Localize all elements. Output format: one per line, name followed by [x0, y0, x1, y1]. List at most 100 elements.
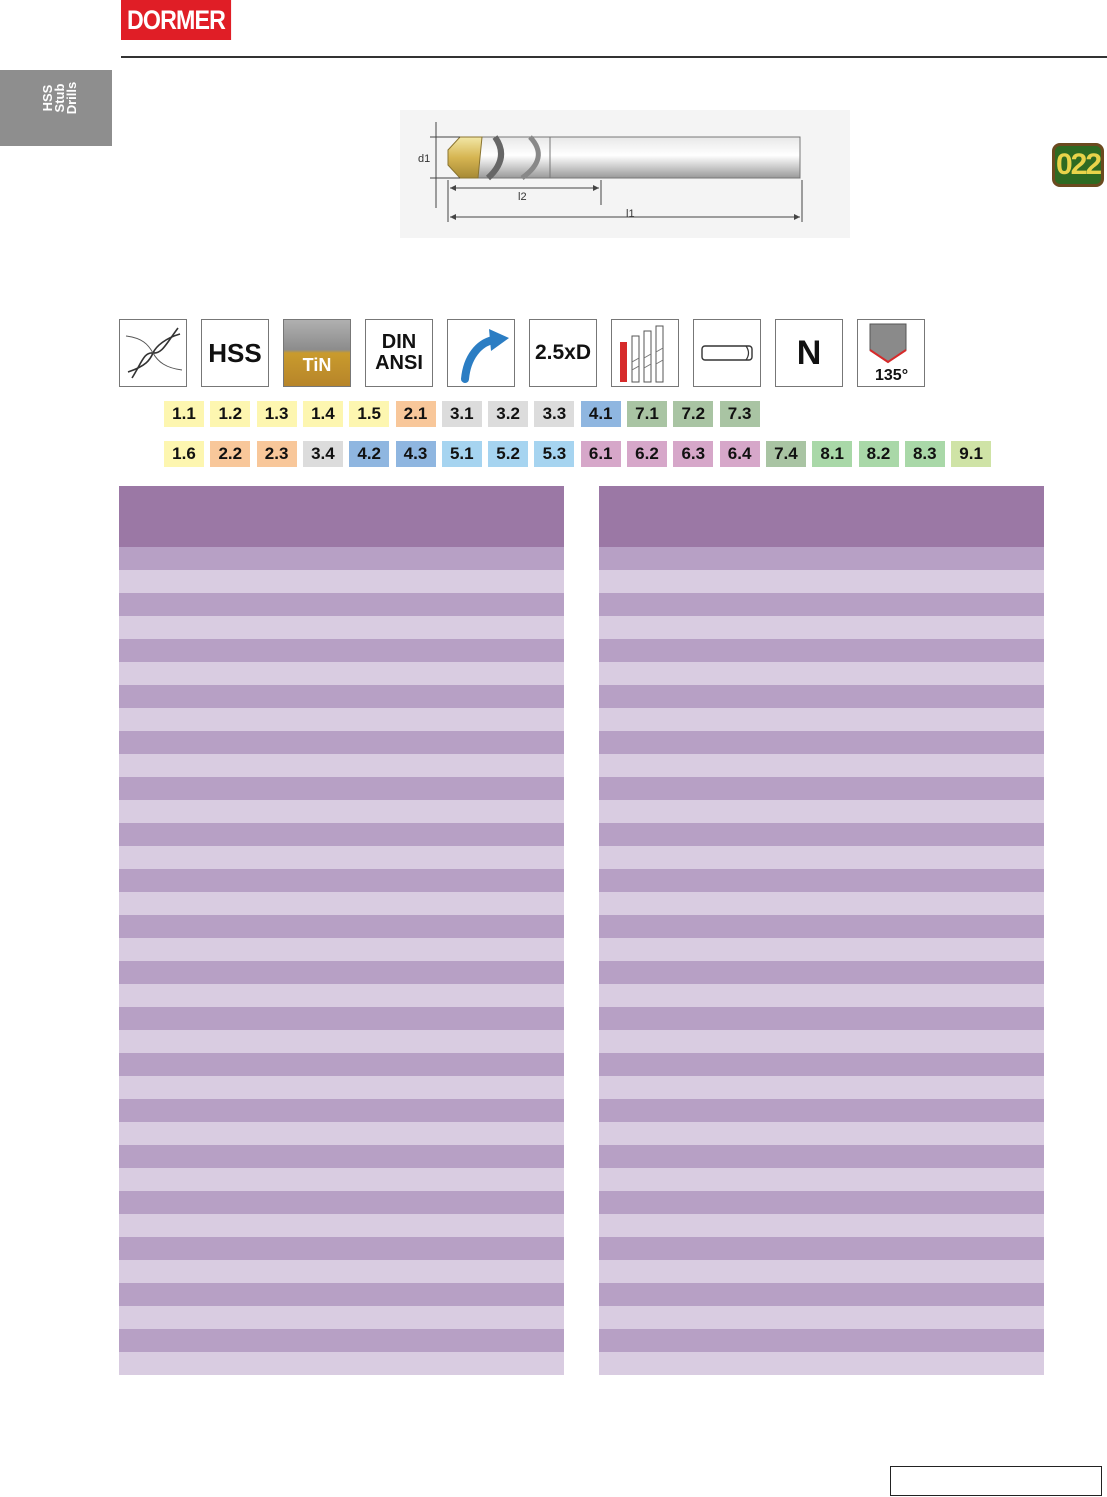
material-group-chip: 5.1: [441, 441, 482, 467]
table-row: [119, 1306, 564, 1329]
table-row: [119, 800, 564, 823]
table-row: [119, 547, 564, 570]
table-row: [599, 1352, 1044, 1375]
material-group-chip: 8.1: [812, 441, 853, 467]
section-tab-label: HSS Stub Drills: [40, 68, 79, 128]
table-header: [119, 486, 564, 547]
table-row: [119, 639, 564, 662]
material-group-chip: 5.2: [488, 441, 529, 467]
ansi-label: ANSI: [375, 352, 423, 374]
table-row: [119, 1191, 564, 1214]
din-label: DIN: [381, 331, 417, 353]
din-ansi-icon: DIN ANSI: [365, 319, 433, 387]
material-group-chip: 4.1: [580, 401, 621, 427]
table-row: [119, 754, 564, 777]
table-row: [599, 685, 1044, 708]
table-row: [119, 685, 564, 708]
l1-label: l1: [626, 208, 635, 220]
material-group-chip: 8.3: [904, 441, 945, 467]
page-footer-box: [890, 1466, 1102, 1496]
material-group-chip: 7.3: [719, 401, 760, 427]
table-row: [599, 777, 1044, 800]
material-group-chip: 1.3: [256, 401, 297, 427]
table-row: [599, 593, 1044, 616]
table-row: [599, 1306, 1044, 1329]
header-rule: [121, 56, 1107, 58]
table-row: [119, 593, 564, 616]
table-row: [599, 570, 1044, 593]
table-row: [599, 1329, 1044, 1352]
material-group-chip: 4.3: [395, 441, 436, 467]
table-row: [119, 1007, 564, 1030]
table-row: [119, 1168, 564, 1191]
material-group-chip: 3.2: [488, 401, 529, 427]
size-table-right: [599, 486, 1044, 1375]
table-row: [599, 639, 1044, 662]
table-row: [599, 616, 1044, 639]
table-row: [119, 1053, 564, 1076]
table-row: [119, 570, 564, 593]
table-row: [119, 1329, 564, 1352]
table-row: [599, 1283, 1044, 1306]
table-row: [599, 754, 1044, 777]
table-row: [119, 961, 564, 984]
material-group-chip: 1.5: [349, 401, 390, 427]
table-row: [119, 823, 564, 846]
dormer-logo: DORMER: [121, 0, 232, 40]
material-group-chip: 7.2: [673, 401, 714, 427]
tin-coating-label: TiN: [302, 355, 332, 375]
table-row: [599, 662, 1044, 685]
l2-label: l2: [518, 191, 527, 203]
table-row: [119, 616, 564, 639]
section-tab-line-3: Drills: [64, 81, 79, 115]
hss-icon: HSS: [201, 319, 269, 387]
table-row: [599, 1260, 1044, 1283]
material-group-chip: 7.4: [765, 441, 806, 467]
table-row: [599, 1099, 1044, 1122]
material-group-chip: 1.6: [164, 441, 204, 467]
table-row: [599, 984, 1044, 1007]
drill-lengths-icon: [611, 319, 679, 387]
table-row: [599, 1122, 1044, 1145]
table-row: [119, 1260, 564, 1283]
material-group-chip: 6.1: [580, 441, 621, 467]
product-code-badge: 022: [1052, 143, 1104, 187]
table-row: [599, 938, 1044, 961]
material-group-chip: 1.4: [302, 401, 343, 427]
table-row: [119, 731, 564, 754]
tin-coating-icon: TiN: [283, 319, 351, 387]
flute-profile-icon: [119, 319, 187, 387]
material-group-chip: 7.1: [627, 401, 667, 427]
material-group-chip: 6.3: [673, 441, 714, 467]
table-body: [119, 547, 564, 1375]
material-group-chip: 3.1: [441, 401, 482, 427]
table-row: [119, 869, 564, 892]
section-tab: [0, 70, 112, 146]
table-row: [599, 961, 1044, 984]
material-group-chip: 6.2: [627, 441, 667, 467]
table-row: [599, 915, 1044, 938]
table-row: [119, 1237, 564, 1260]
material-group-chip: 4.2: [349, 441, 390, 467]
table-row: [119, 1076, 564, 1099]
table-row: [599, 731, 1044, 754]
table-row: [119, 1283, 564, 1306]
table-row: [599, 1214, 1044, 1237]
material-group-chip: 8.2: [858, 441, 899, 467]
table-row: [599, 892, 1044, 915]
table-row: [119, 938, 564, 961]
table-header: [599, 486, 1044, 547]
cylindrical-shank-icon: [693, 319, 761, 387]
material-group-chip: 9.1: [951, 441, 992, 467]
material-group-chip: 2.3: [256, 441, 297, 467]
drill-drawing: d1 l2 l1: [400, 110, 850, 238]
type-n-label: N: [796, 333, 822, 372]
table-row: [599, 1076, 1044, 1099]
table-row: [599, 1007, 1044, 1030]
material-group-chip: 1.1: [164, 401, 204, 427]
type-n-icon: N: [775, 319, 843, 387]
table-row: [119, 662, 564, 685]
table-row: [599, 1030, 1044, 1053]
table-row: [599, 1053, 1044, 1076]
table-row: [119, 984, 564, 1007]
